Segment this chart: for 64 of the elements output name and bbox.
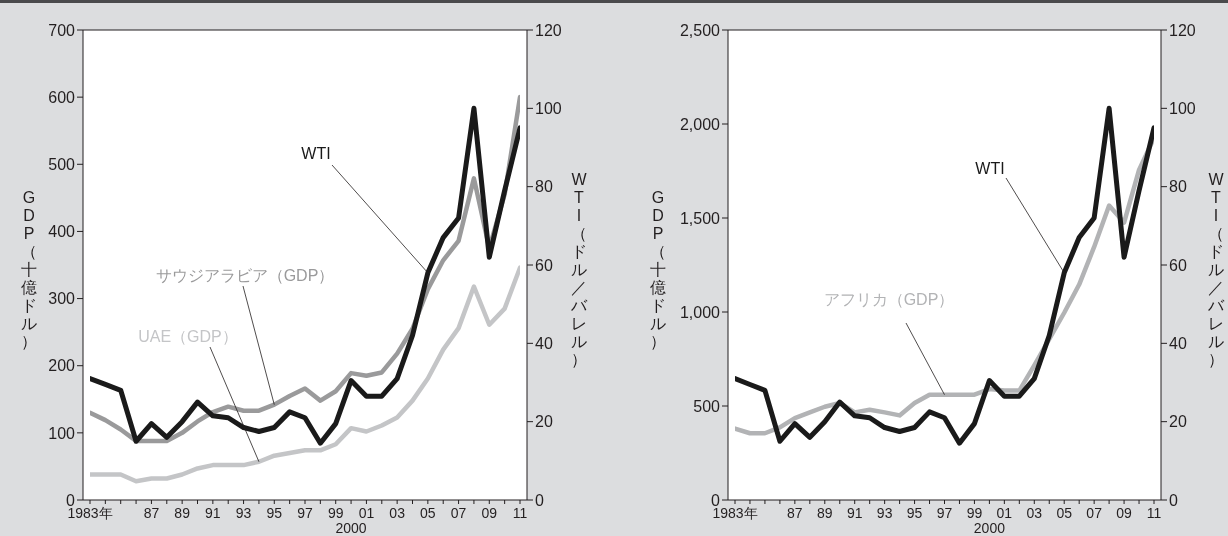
x-tick-label: 95 [266,505,283,521]
x-tick-label: 11 [512,505,528,521]
x-tick-label: 2000 [973,520,1006,536]
x-tick-label: 03 [389,505,406,521]
text: UAE（GDP） [138,328,238,345]
x-tick-label: 91 [846,505,863,521]
x-tick-label: 97 [936,505,953,521]
x-tick-label: 11 [1146,505,1162,521]
y-tick-label: 300 [48,290,76,308]
y-tick-label: 400 [48,223,76,241]
x-tick-label: 01 [996,505,1013,521]
y2-tick-label: 100 [1169,100,1196,118]
text: WTI（ドル／バレル） [1208,170,1224,368]
y-tick-label: 1,500 [679,209,721,227]
y-tick-label: 500 [693,397,721,415]
x-tick-label: 05 [420,505,436,521]
x-tick-label: 93 [876,505,893,521]
text: アフリカ（GDP） [823,291,955,308]
y2-tick-label: 120 [535,21,562,39]
text: GDP（十億ドル） [21,188,37,350]
y2-tick-label: 0 [1169,491,1178,509]
y2-tick-label: 100 [535,100,562,118]
x-tick-label: 89 [174,505,191,521]
text: サウジアラビア（GDP） [155,267,335,284]
y2-tick-label: 80 [1169,178,1187,196]
y2-tick-label: 60 [535,256,553,274]
text: WTI [301,145,331,162]
y2-tick-label: 60 [1169,256,1187,274]
y-tick-label: 2,500 [679,21,721,39]
y2-tick-label: 0 [535,491,544,509]
line-series [90,265,520,484]
x-tick-label: 89 [817,505,833,521]
y-tick-label: 2,000 [679,115,721,133]
x-tick-label: 95 [906,505,923,521]
y-tick-label: 1,000 [679,303,721,321]
y2-tick-label: 40 [1169,335,1187,353]
x-tick-label: 07 [1086,505,1103,521]
x-tick-label: 87 [143,505,160,521]
y-tick-label: 100 [48,424,76,442]
x-tick-label: 05 [1056,505,1073,521]
text: WTI [975,160,1005,177]
x-tick-label: 91 [205,505,221,521]
x-tick-label: 99 [327,505,344,521]
x-tick-label: 93 [235,505,252,521]
x-tick-label: 97 [297,505,313,521]
x-tick-label: 07 [450,505,467,521]
y2-tick-label: 20 [535,413,553,431]
y-tick-label: 700 [48,21,76,39]
x-tick-label: 2000 [335,520,367,536]
x-tick-label: 09 [1116,505,1133,521]
y-tick-label: 200 [48,357,76,375]
x-tick-label: 87 [787,505,803,521]
x-tick-label: 99 [966,505,983,521]
text: WTI（ドル／バレル） [571,170,587,368]
y2-tick-label: 40 [535,335,553,353]
y-tick-label: 500 [48,155,76,173]
text: GDP（十億ドル） [650,188,666,350]
x-tick-label: 09 [481,505,498,521]
x-tick-label: 01 [358,505,375,521]
y2-tick-label: 120 [1169,21,1196,39]
y-tick-label: 600 [48,88,76,106]
x-tick-label: 03 [1026,505,1043,521]
y2-tick-label: 20 [1169,413,1187,431]
y2-tick-label: 80 [535,178,553,196]
